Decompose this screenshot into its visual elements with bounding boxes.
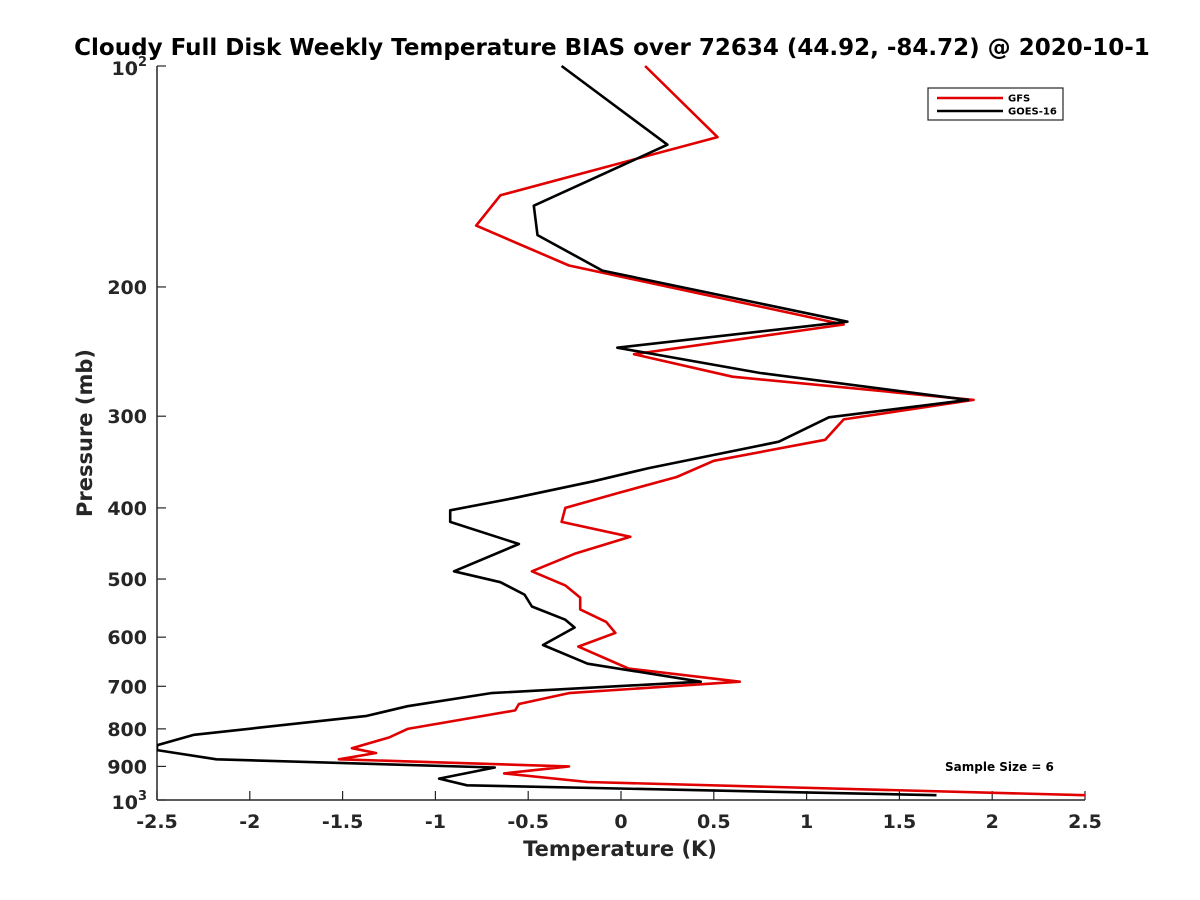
x-tick-label: -1.5 <box>322 811 364 833</box>
y-tick-label: 600 <box>107 627 147 649</box>
x-tick-label: 1.5 <box>883 811 917 833</box>
legend-box <box>927 87 1064 121</box>
x-tick-label: -2.5 <box>136 811 178 833</box>
series-line-gfs <box>337 65 1086 797</box>
y-tick-label: 400 <box>107 498 147 520</box>
x-tick-label: 2.5 <box>1068 811 1102 833</box>
y-tick-label: 800 <box>107 719 147 741</box>
x-tick-label: 2 <box>986 811 999 833</box>
chart-title: Cloudy Full Disk Weekly Temperature BIAS… <box>74 35 1150 61</box>
y-tick-label-exponent: 2 <box>138 55 147 70</box>
legend-label: GFS <box>1008 94 1030 105</box>
series-line-goes-16 <box>157 64 970 797</box>
x-tick-label: -2 <box>239 811 260 833</box>
x-tick-label: 0 <box>614 811 627 833</box>
y-tick-label: 200 <box>107 277 147 299</box>
sample-size-annotation: Sample Size = 6 <box>945 760 1054 774</box>
y-tick-label: 103 <box>112 789 148 814</box>
legend[interactable]: GFS GOES-16 <box>927 87 1064 121</box>
x-tick-label: 1 <box>800 811 813 833</box>
y-tick-label: 700 <box>107 676 147 698</box>
y-axis-title: Pressure (mb) <box>73 349 97 517</box>
plot-area: -2.5 -2 -1.5 -1 -0.5 0 0.5 1 1.5 2 2.5 10220030040… <box>107 55 1102 833</box>
x-axis-ticks: -2.5 -2 -1.5 -1 -0.5 0 0.5 1 1.5 2 2.5 <box>136 791 1102 833</box>
y-tick-label: 300 <box>107 406 147 428</box>
x-tick-label: -1 <box>425 811 446 833</box>
legend-items: GFS GOES-16 <box>937 94 1057 118</box>
x-axis-title: Temperature (K) <box>523 837 717 861</box>
x-tick-label: -0.5 <box>507 811 549 833</box>
y-tick-label: 500 <box>107 569 147 591</box>
legend-label: GOES-16 <box>1008 107 1057 118</box>
y-tick-label-exponent: 3 <box>138 789 147 804</box>
y-tick-label-base: 10 <box>112 792 138 814</box>
y-tick-label: 900 <box>107 756 147 778</box>
y-tick-label: 102 <box>112 55 148 80</box>
series-lines <box>157 64 1086 797</box>
x-tick-label: 0.5 <box>697 811 731 833</box>
y-tick-label-base: 10 <box>112 58 138 80</box>
